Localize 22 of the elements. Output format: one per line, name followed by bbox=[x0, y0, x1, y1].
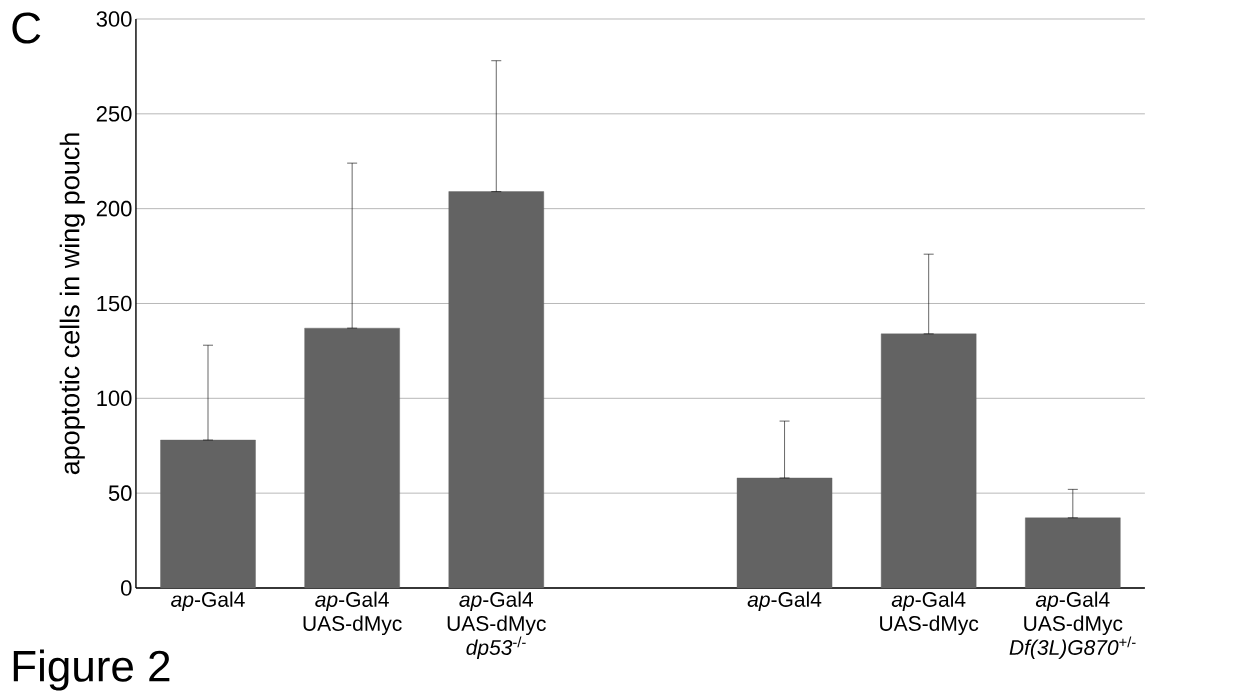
y-tick-label: 200 bbox=[96, 200, 132, 217]
bar bbox=[1025, 517, 1121, 589]
bar bbox=[448, 191, 544, 589]
y-tick-label: 150 bbox=[97, 295, 132, 312]
x-tick-label: ap-Gal4 UAS-dMyc bbox=[880, 591, 979, 636]
x-tick-label: ap-Gal4 UAS-dMyc bbox=[303, 591, 402, 636]
bar bbox=[304, 327, 400, 589]
x-tick-label: ap-Gal4 bbox=[171, 591, 245, 612]
text: C bbox=[12, 12, 41, 44]
y-tick-label: 300 bbox=[96, 11, 132, 27]
y-tick-label: 50 bbox=[108, 485, 132, 501]
x-tick-label: ap-Gal4 UAS-dMyc Df(3L)G870$^{+/-}$ bbox=[1009, 591, 1136, 660]
y-tick-label: 0 bbox=[121, 580, 132, 596]
bar bbox=[880, 333, 977, 589]
y-axis-title: apoptotic cells in wing pouch bbox=[59, 133, 85, 475]
bar bbox=[160, 439, 256, 589]
y-tick-label: 250 bbox=[96, 106, 132, 122]
y-tick-label: 100 bbox=[97, 390, 132, 407]
x-tick-label: ap-Gal4 bbox=[747, 591, 822, 612]
caption: Figure 2 bbox=[13, 649, 170, 691]
bar bbox=[736, 477, 833, 589]
x-tick-label: ap-Gal4 UAS-dMyc dp53$^{-/-}$ bbox=[447, 591, 546, 660]
